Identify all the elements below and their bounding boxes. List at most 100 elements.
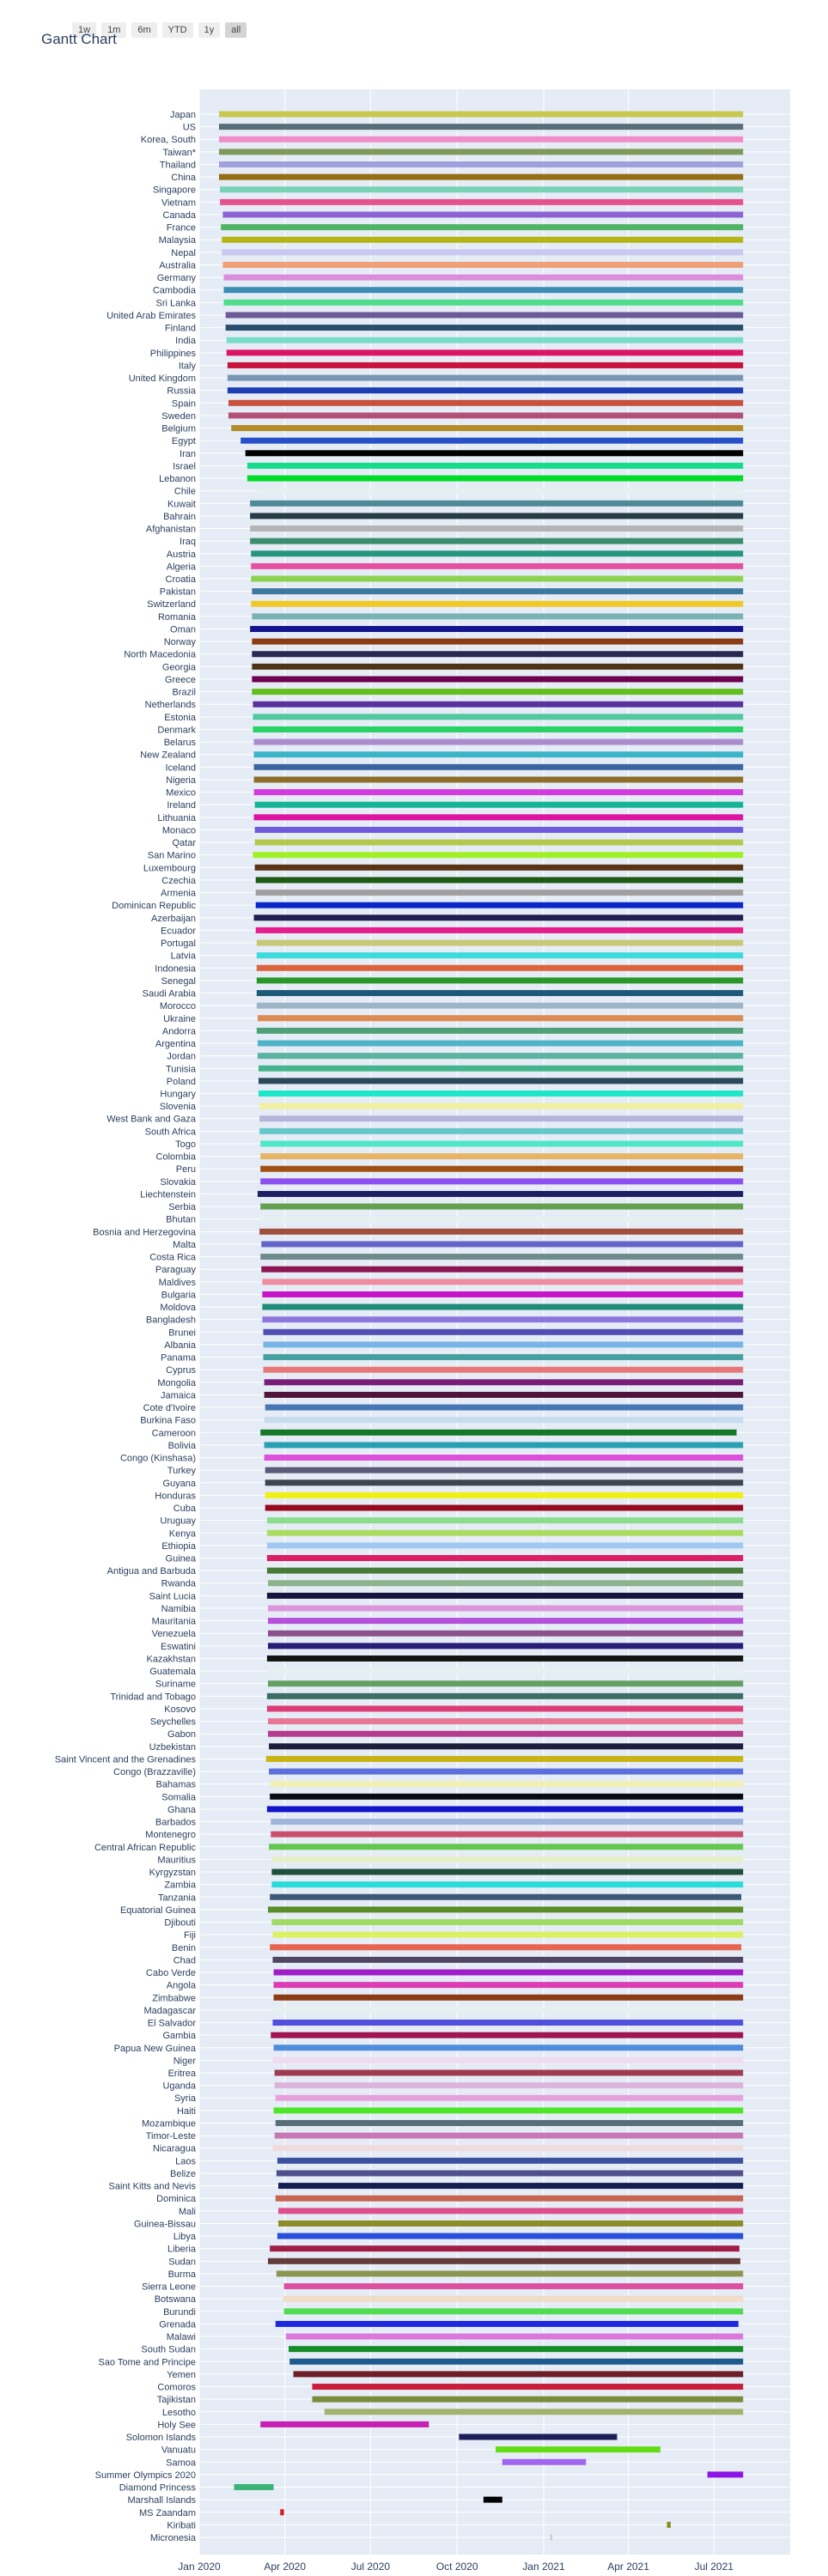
task-bar[interactable] <box>260 1153 744 1160</box>
task-bar[interactable] <box>272 2020 744 2026</box>
task-bar[interactable] <box>228 399 744 406</box>
task-bar[interactable] <box>263 1366 744 1373</box>
task-bar[interactable] <box>247 475 744 482</box>
task-bar[interactable] <box>253 714 744 720</box>
task-bar[interactable] <box>259 1228 744 1235</box>
task-bar[interactable] <box>273 2044 744 2051</box>
task-bar[interactable] <box>289 2358 744 2365</box>
task-bar[interactable] <box>267 1580 744 1587</box>
task-bar[interactable] <box>262 1291 744 1297</box>
task-bar[interactable] <box>219 173 744 180</box>
task-bar[interactable] <box>227 387 744 394</box>
task-bar[interactable] <box>223 287 744 294</box>
task-bar[interactable] <box>256 952 744 959</box>
task-bar[interactable] <box>253 789 744 796</box>
task-bar[interactable] <box>253 776 744 783</box>
task-bar[interactable] <box>273 1982 744 1989</box>
task-bar[interactable] <box>259 1103 744 1109</box>
task-bar[interactable] <box>276 2270 744 2277</box>
task-bar[interactable] <box>251 600 744 607</box>
task-bar[interactable] <box>266 1705 744 1712</box>
task-bar[interactable] <box>221 224 744 231</box>
task-bar[interactable] <box>256 977 744 984</box>
task-bar[interactable] <box>272 2057 744 2063</box>
task-bar[interactable] <box>222 261 744 268</box>
task-bar[interactable] <box>255 902 744 908</box>
task-bar[interactable] <box>256 990 744 997</box>
task-bar[interactable] <box>226 349 744 356</box>
task-bar[interactable] <box>260 1216 744 1223</box>
task-bar[interactable] <box>255 877 744 884</box>
task-bar[interactable] <box>267 2257 740 2264</box>
range-button-1y[interactable]: 1y <box>198 22 221 38</box>
task-bar[interactable] <box>219 161 744 167</box>
task-bar[interactable] <box>262 1316 744 1323</box>
task-bar[interactable] <box>267 1643 744 1649</box>
task-bar[interactable] <box>245 450 744 457</box>
range-button-6m[interactable]: 6m <box>131 22 157 38</box>
task-bar[interactable] <box>259 1078 744 1084</box>
task-bar[interactable] <box>278 2183 744 2190</box>
task-bar[interactable] <box>260 1165 744 1172</box>
task-bar[interactable] <box>265 1492 744 1498</box>
task-bar[interactable] <box>266 1806 744 1813</box>
task-bar[interactable] <box>266 1668 744 1674</box>
task-bar[interactable] <box>252 638 744 645</box>
task-bar[interactable] <box>264 1391 744 1398</box>
task-bar[interactable] <box>252 588 744 595</box>
task-bar[interactable] <box>253 751 744 758</box>
task-bar[interactable] <box>265 1467 744 1473</box>
task-bar[interactable] <box>271 1881 744 1888</box>
task-bar[interactable] <box>502 2458 587 2465</box>
task-bar[interactable] <box>262 1279 744 1285</box>
task-bar[interactable] <box>263 1354 744 1361</box>
task-bar[interactable] <box>260 1203 744 1210</box>
task-bar[interactable] <box>261 1241 744 1248</box>
task-bar[interactable] <box>496 2446 661 2453</box>
task-bar[interactable] <box>264 1455 744 1461</box>
task-bar[interactable] <box>266 1592 744 1599</box>
task-bar[interactable] <box>247 462 744 469</box>
task-bar[interactable] <box>275 2094 744 2101</box>
task-bar[interactable] <box>266 1542 744 1549</box>
task-bar[interactable] <box>253 701 744 708</box>
task-bar[interactable] <box>278 2220 744 2227</box>
range-button-all[interactable]: all <box>225 22 247 38</box>
task-bar[interactable] <box>271 1856 744 1862</box>
task-bar[interactable] <box>254 826 744 833</box>
task-bar[interactable] <box>274 2069 744 2076</box>
range-button-ytd[interactable]: YTD <box>161 22 193 38</box>
task-bar[interactable] <box>265 1755 744 1762</box>
task-bar[interactable] <box>266 1517 744 1524</box>
task-bar[interactable] <box>260 1140 744 1147</box>
task-bar[interactable] <box>550 2534 552 2541</box>
task-bar[interactable] <box>270 1793 744 1800</box>
task-bar[interactable] <box>250 526 744 532</box>
task-bar[interactable] <box>275 2195 744 2202</box>
task-bar[interactable] <box>259 1115 744 1122</box>
task-bar[interactable] <box>222 249 744 256</box>
task-bar[interactable] <box>240 437 744 444</box>
task-bar[interactable] <box>256 1002 744 1009</box>
task-bar[interactable] <box>265 1404 744 1411</box>
task-bar[interactable] <box>273 1969 744 1976</box>
task-bar[interactable] <box>226 337 744 343</box>
task-bar[interactable] <box>278 2208 744 2215</box>
task-bar[interactable] <box>266 1529 744 1536</box>
task-bar[interactable] <box>275 2320 739 2327</box>
task-bar[interactable] <box>250 538 744 544</box>
task-bar[interactable] <box>257 1190 744 1197</box>
task-bar[interactable] <box>276 2170 744 2177</box>
task-bar[interactable] <box>250 625 744 632</box>
task-bar[interactable] <box>280 2509 284 2516</box>
task-bar[interactable] <box>266 1692 744 1699</box>
task-bar[interactable] <box>269 1768 744 1775</box>
range-button-1w[interactable]: 1w <box>72 22 97 38</box>
task-bar[interactable] <box>267 1718 744 1725</box>
task-bar[interactable] <box>277 2233 744 2239</box>
task-bar[interactable] <box>225 325 744 331</box>
task-bar[interactable] <box>312 2384 744 2391</box>
task-bar[interactable] <box>312 2396 744 2403</box>
task-bar[interactable] <box>264 1417 744 1424</box>
task-bar[interactable] <box>459 2433 618 2440</box>
